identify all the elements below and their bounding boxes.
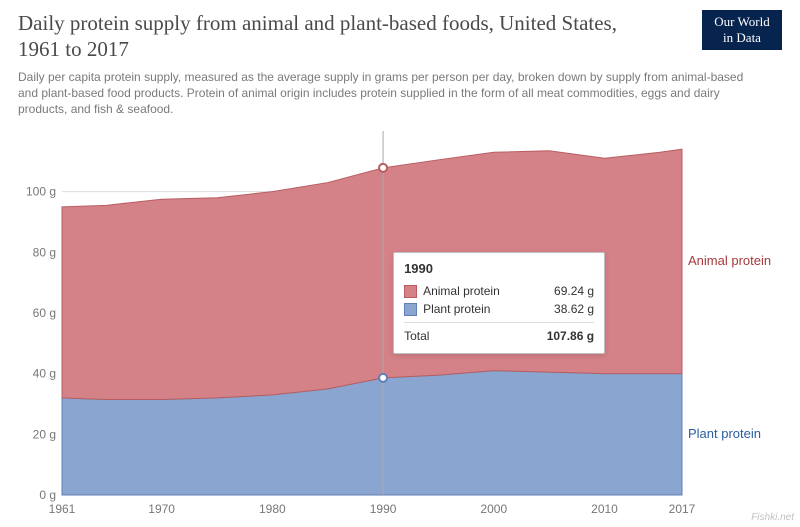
chart-tooltip: 1990 Animal protein 69.24 g Plant protei… [393, 252, 605, 354]
svg-text:2017: 2017 [669, 502, 696, 516]
tooltip-row-total: Total 107.86 g [404, 322, 594, 345]
tooltip-value-plant: 38.62 g [554, 302, 594, 316]
tooltip-swatch-animal [404, 285, 417, 298]
tooltip-value-total: 107.86 g [547, 329, 594, 343]
chart-subtitle: Daily per capita protein supply, measure… [18, 69, 762, 118]
svg-text:2010: 2010 [591, 502, 618, 516]
svg-text:80 g: 80 g [33, 245, 56, 259]
svg-text:40 g: 40 g [33, 367, 56, 381]
svg-text:60 g: 60 g [33, 306, 56, 320]
svg-text:1961: 1961 [49, 502, 76, 516]
svg-text:1980: 1980 [259, 502, 286, 516]
tooltip-row-plant: Plant protein 38.62 g [404, 300, 594, 318]
tooltip-row-animal: Animal protein 69.24 g [404, 282, 594, 300]
chart-title: Daily protein supply from animal and pla… [18, 10, 662, 63]
chart-header: Daily protein supply from animal and pla… [18, 10, 782, 117]
logo-line-1: Our World [714, 14, 769, 29]
owid-logo: Our World in Data [702, 10, 782, 50]
chart-area[interactable]: 0 g 20 g 40 g 60 g 80 g 100 g 1961 1970 1980 1990… [18, 123, 782, 521]
svg-text:2000: 2000 [480, 502, 507, 516]
tooltip-year: 1990 [404, 261, 594, 276]
svg-text:1970: 1970 [148, 502, 175, 516]
watermark: Fishki.net [751, 512, 794, 523]
tooltip-label-total: Total [404, 329, 429, 343]
svg-text:0 g: 0 g [39, 488, 56, 502]
series-label-animal: Animal protein [688, 253, 771, 268]
svg-text:100 g: 100 g [26, 185, 56, 199]
svg-text:20 g: 20 g [33, 427, 56, 441]
svg-text:1990: 1990 [370, 502, 397, 516]
tooltip-swatch-plant [404, 303, 417, 316]
tooltip-label-animal: Animal protein [423, 284, 500, 298]
tooltip-label-plant: Plant protein [423, 302, 490, 316]
logo-line-2: in Data [723, 30, 761, 45]
series-label-plant: Plant protein [688, 426, 761, 441]
tooltip-value-animal: 69.24 g [554, 284, 594, 298]
